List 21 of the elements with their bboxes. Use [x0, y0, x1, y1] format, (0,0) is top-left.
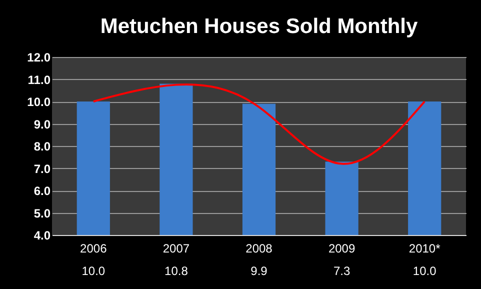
y-tick-label: 12.0 — [27, 50, 51, 64]
x-tick-label: 2006 — [80, 242, 108, 256]
data-label: 10.8 — [164, 264, 188, 278]
y-tick-label: 11.0 — [28, 72, 51, 87]
y-tick-label: 5.0 — [34, 206, 51, 220]
y-tick-label: 4.0 — [34, 228, 51, 242]
x-tick-label: 2009 — [328, 242, 356, 256]
data-label: 7.3 — [333, 264, 350, 278]
y-tick-label: 8.0 — [34, 140, 51, 154]
y-tick-label: 9.0 — [34, 117, 51, 132]
x-tick-label: 2008 — [246, 242, 273, 256]
chart-title: Metuchen Houses Sold Monthly — [100, 15, 418, 38]
x-tick-label: 2010* — [408, 242, 441, 256]
y-tick-label: 6.0 — [34, 184, 51, 198]
y-tick-label: 7.0 — [34, 162, 51, 176]
x-tick-label: 2007 — [162, 242, 190, 256]
line-series — [92, 84, 426, 165]
data-label: 10.0 — [82, 264, 106, 278]
y-tick-label: 10.0 — [27, 95, 51, 109]
data-label: 10.0 — [412, 264, 437, 278]
data-label: 9.9 — [250, 264, 268, 278]
